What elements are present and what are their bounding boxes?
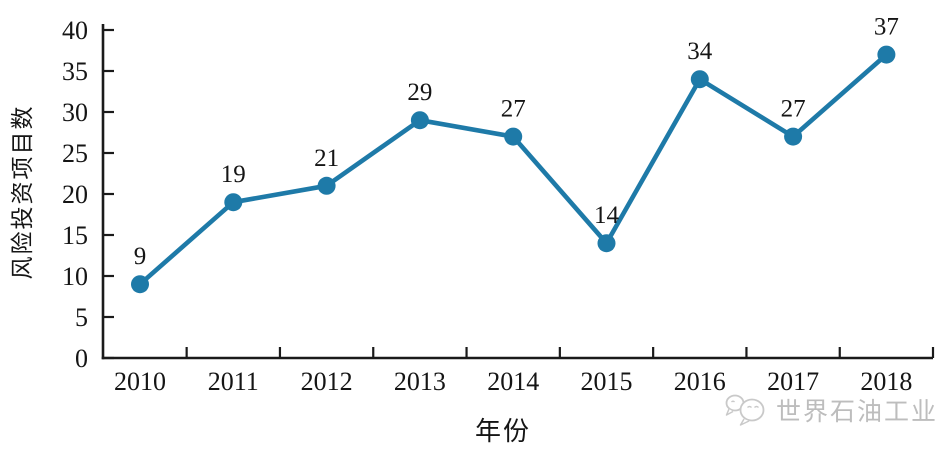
value-label: 14 xyxy=(594,202,620,229)
x-tick-label: 2012 xyxy=(301,367,353,396)
y-tick-label: 0 xyxy=(75,344,88,373)
y-tick-label: 30 xyxy=(62,98,88,127)
value-label: 27 xyxy=(781,96,806,123)
data-point xyxy=(317,176,336,195)
value-label: 34 xyxy=(687,38,713,65)
data-point xyxy=(410,111,429,130)
y-tick-label: 15 xyxy=(62,221,88,250)
value-label: 19 xyxy=(221,161,246,188)
y-tick-label: 10 xyxy=(62,262,88,291)
value-label: 29 xyxy=(407,79,432,106)
x-axis-title: 年份 xyxy=(475,417,531,446)
data-point xyxy=(597,234,616,253)
wechat-icon xyxy=(725,394,765,426)
value-label: 9 xyxy=(134,243,147,270)
data-line xyxy=(137,52,889,287)
x-tick-label: 2016 xyxy=(674,367,726,396)
x-tick-label: 2013 xyxy=(394,367,446,396)
y-tick-label: 20 xyxy=(62,180,88,209)
y-tick-label: 35 xyxy=(62,57,88,86)
watermark-text: 世界石油工业 xyxy=(775,398,938,426)
data-point xyxy=(784,127,803,146)
value-label: 27 xyxy=(501,96,526,123)
y-tick-label: 25 xyxy=(62,139,88,168)
x-tick-label: 2017 xyxy=(767,367,819,396)
x-tick-label: 2010 xyxy=(114,367,166,396)
x-tick-label: 2015 xyxy=(581,367,633,396)
data-point xyxy=(690,70,709,89)
watermark: 世界石油工业 xyxy=(723,391,938,429)
data-point xyxy=(131,275,149,294)
x-tick-label: 2011 xyxy=(208,367,259,396)
y-axis-title: 风险投资项目数 xyxy=(10,105,35,280)
x-tick-label: 2014 xyxy=(487,367,539,396)
value-label: 37 xyxy=(874,14,899,41)
y-tick-label: 5 xyxy=(75,303,88,332)
y-tick-label: 40 xyxy=(62,16,88,45)
data-point xyxy=(504,127,523,146)
x-tick-label: 2018 xyxy=(860,367,912,396)
data-point xyxy=(224,193,243,212)
data-point xyxy=(877,45,896,64)
value-label: 21 xyxy=(314,145,339,172)
